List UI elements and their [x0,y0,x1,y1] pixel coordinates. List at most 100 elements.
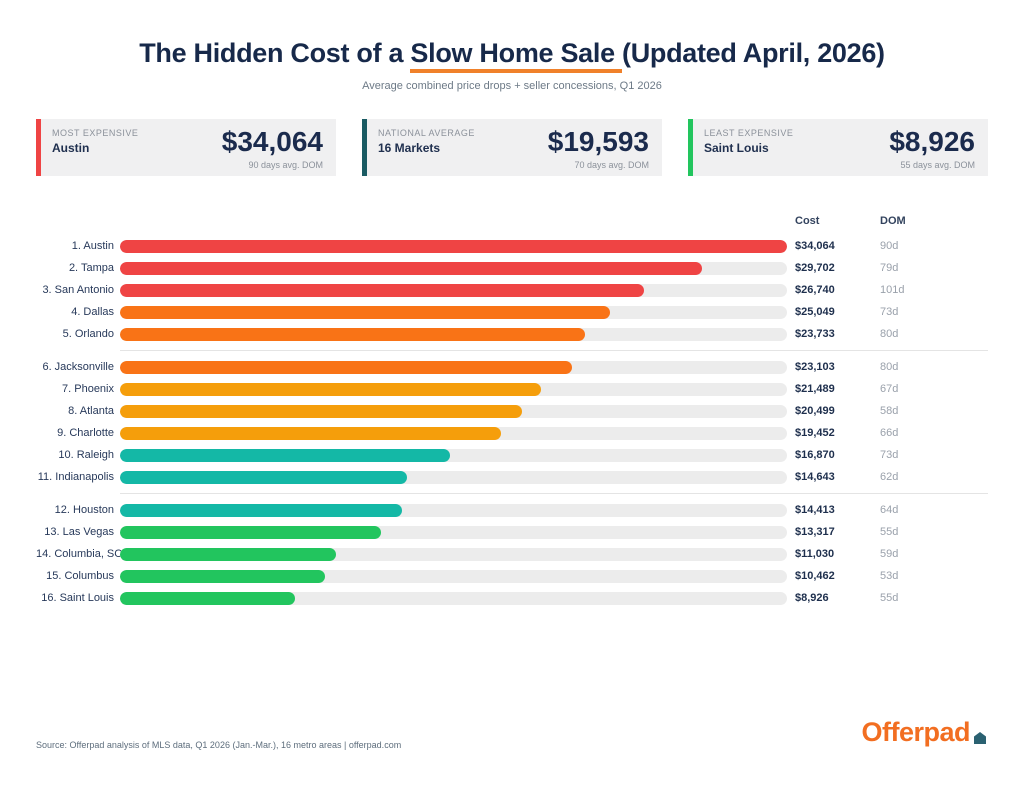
stat-card-national-average: NATIONAL AVERAGE 16 Markets $19,593 70 d… [362,119,662,176]
dom-value: 101d [880,284,905,296]
bar-chart: Cost DOM 1. Austin $34,064 90d 2. Tampa … [36,215,988,609]
dom-value: 59d [880,548,899,560]
bar-track [120,525,787,539]
dom-value: 58d [880,405,899,417]
city-label: 16. Saint Louis [41,592,114,604]
label-column-spacer [36,215,120,227]
house-icon [974,732,986,744]
bar-fill [120,426,501,440]
stat-card-info: NATIONAL AVERAGE 16 Markets [378,128,475,169]
bar-fill [120,448,451,462]
title-prefix: The Hidden Cost of a [139,38,411,68]
stat-card-name: 16 Markets [378,141,441,155]
dom-value: 79d [880,262,899,274]
city-label: 4. Dallas [71,306,114,318]
chart-row: 7. Phoenix $21,489 67d [36,378,988,400]
chart-column-headers: Cost DOM [36,215,988,227]
city-label: 13. Las Vegas [44,526,114,538]
dom-value: 53d [880,570,899,582]
bar-fill [120,569,325,583]
bar-track [120,305,787,319]
bar-fill [120,239,787,253]
chart-row: 15. Columbus $10,462 53d [36,565,988,587]
stat-card-value: $8,926 [889,125,975,157]
stat-card-metrics: $34,064 90 days avg. DOM [221,125,323,170]
chart-row: 9. Charlotte $19,452 66d [36,422,988,444]
city-label: 9. Charlotte [57,427,114,439]
bar-fill [120,503,403,517]
chart-row: 14. Columbia, SC $11,030 59d [36,543,988,565]
cost-value: $11,030 [795,548,835,560]
dom-value: 73d [880,449,899,461]
city-label: 1. Austin [71,240,114,252]
bar-column-spacer [120,215,787,227]
city-label: 10. Raleigh [58,449,114,461]
city-label: 2. Tampa [68,262,114,274]
chart-rows: 1. Austin $34,064 90d 2. Tampa $29,702 7… [36,235,988,609]
stat-card-sub: 70 days avg. DOM [574,159,649,170]
cost-value: $13,317 [795,526,835,538]
dom-value: 62d [880,471,899,483]
city-label: 3. San Antonio [42,284,114,296]
bar-track [120,569,787,583]
stat-card-metrics: $19,593 70 days avg. DOM [547,125,649,170]
dom-value: 55d [880,592,899,604]
stat-card-label: MOST EXPENSIVE [52,128,139,138]
city-label: 11. Indianapolis [37,471,114,483]
cost-value: $10,462 [795,570,835,582]
chart-row: 11. Indianapolis $14,643 62d [36,466,988,488]
bar-track [120,591,787,605]
cost-value: $14,643 [795,471,835,483]
bar-track [120,547,787,561]
dom-value: 80d [880,328,899,340]
chart-row: 5. Orlando $23,733 80d [36,323,988,345]
cost-value: $20,499 [795,405,835,417]
city-label: 15. Columbus [46,570,114,582]
group-divider [120,350,988,351]
bar-track [120,360,787,374]
bar-fill [120,470,407,484]
dom-value: 66d [880,427,899,439]
chart-row: 10. Raleigh $16,870 73d [36,444,988,466]
source-note: Source: Offerpad analysis of MLS data, Q… [36,740,402,750]
page-title: The Hidden Cost of a Slow Home Sale (Upd… [0,38,1024,73]
cost-value: $16,870 [795,449,835,461]
stat-card-sub: 55 days avg. DOM [900,159,975,170]
chart-row: 12. Houston $14,413 64d [36,499,988,521]
dom-value: 80d [880,361,899,373]
bar-fill [120,305,611,319]
chart-row: 16. Saint Louis $8,926 55d [36,587,988,609]
bar-fill [120,547,337,561]
offerpad-logo-text: Offerpad [861,717,970,747]
bar-track [120,426,787,440]
city-label: 6. Jacksonville [42,361,114,373]
stat-card-label: NATIONAL AVERAGE [378,128,475,138]
cost-value: $14,413 [795,504,835,516]
cost-value: $19,452 [795,427,835,439]
bar-fill [120,261,702,275]
bar-fill [120,283,644,297]
dom-value: 90d [880,240,899,252]
page-subtitle: Average combined price drops + seller co… [362,80,662,92]
dom-value: 67d [880,383,899,395]
stat-card-value: $19,593 [547,125,649,157]
city-label: 8. Atlanta [68,405,114,417]
bar-fill [120,591,295,605]
stat-card-name: Austin [52,141,90,155]
cost-value: $21,489 [795,383,835,395]
city-label: 7. Phoenix [62,383,114,395]
stat-cards: MOST EXPENSIVE Austin $34,064 90 days av… [36,119,988,176]
cost-value: $25,049 [795,306,835,318]
bar-fill [120,382,541,396]
stat-card-value: $34,064 [221,125,323,157]
bar-fill [120,360,573,374]
stat-card-label: LEAST EXPENSIVE [704,128,794,138]
chart-row: 3. San Antonio $26,740 101d [36,279,988,301]
bar-track [120,327,787,341]
cost-value: $29,702 [795,262,835,274]
stat-card-info: MOST EXPENSIVE Austin [52,128,138,169]
bar-track [120,382,787,396]
bar-fill [120,525,381,539]
cost-value: $23,103 [795,361,835,373]
bar-fill [120,404,522,418]
